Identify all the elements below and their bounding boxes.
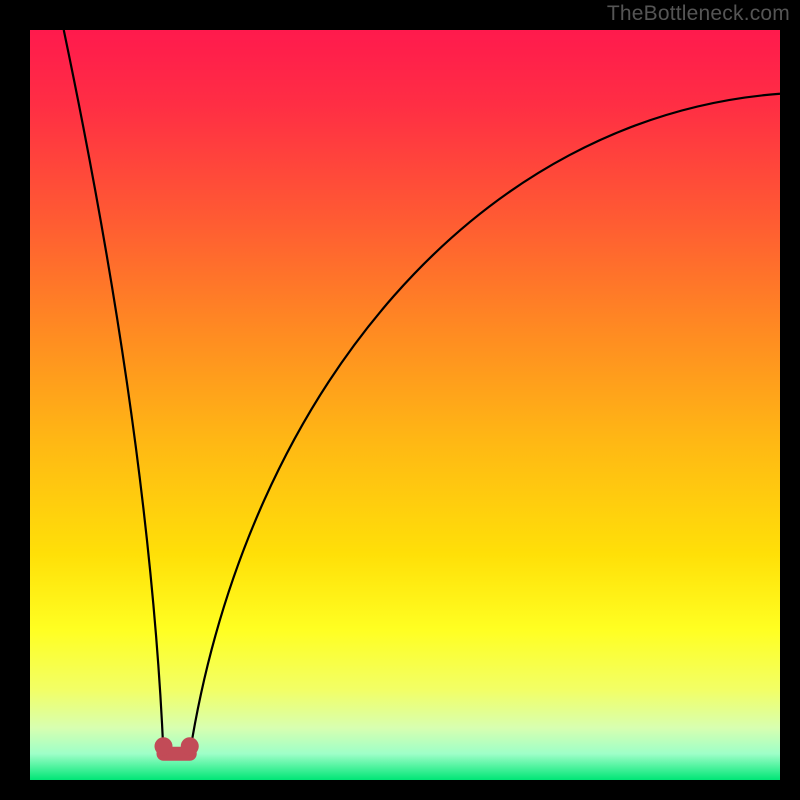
chart-frame: TheBottleneck.com: [0, 0, 800, 800]
watermark-text: TheBottleneck.com: [607, 2, 790, 26]
bottleneck-chart: [0, 0, 800, 800]
plot-background: [30, 30, 780, 780]
curve-endpoint-left: [155, 737, 173, 755]
curve-endpoint-right: [181, 737, 199, 755]
